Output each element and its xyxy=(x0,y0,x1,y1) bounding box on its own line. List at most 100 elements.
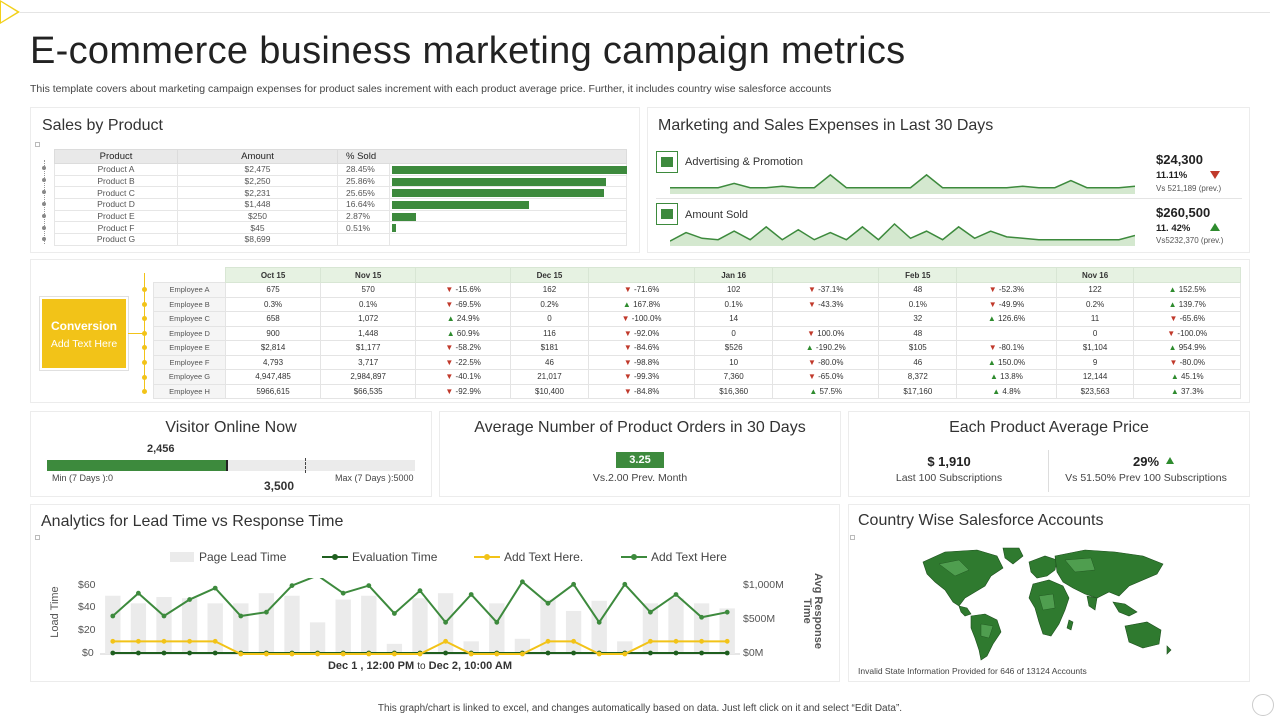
col-amount: Amount xyxy=(177,149,338,164)
corner-triangle-icon xyxy=(0,0,20,24)
series-point xyxy=(673,650,679,656)
value-cell: 162 xyxy=(510,282,589,298)
expenses-divider xyxy=(656,198,1242,199)
change-value: 167.8% xyxy=(633,299,661,309)
legend-label: Add Text Here. xyxy=(504,550,584,564)
legend-evaluation-time: Evaluation Time xyxy=(322,550,437,564)
change-cell: ▼ -71.6% xyxy=(587,282,696,298)
series-point xyxy=(571,650,576,656)
employee-row: Employee E $2,814 $1,177 ▼ -58.2% $181 ▼ -84.… xyxy=(153,340,1241,356)
avg-price-pct: 29% xyxy=(1133,454,1160,469)
country-note: Invalid State Information Provided for 6… xyxy=(858,666,1087,676)
advertising-value: $24,300 xyxy=(1156,152,1203,167)
sparkline-line xyxy=(670,222,1135,242)
amount-sold-value: $260,500 xyxy=(1156,205,1211,220)
series-point xyxy=(238,651,244,657)
value-cell: 0.1% xyxy=(320,296,417,312)
visitor-title: Visitor Online Now xyxy=(165,419,297,436)
series-point xyxy=(494,651,500,657)
change-value: 126.6% xyxy=(997,314,1026,324)
series-point xyxy=(622,581,628,587)
change-cell: ▲ 13.8% xyxy=(956,369,1057,385)
employee-name: Employee D xyxy=(153,325,226,341)
map-north-america xyxy=(922,549,1004,607)
value-cell: 4,947,485 xyxy=(224,369,322,385)
series-point xyxy=(443,638,448,644)
legend-swatch-yellow xyxy=(474,554,500,560)
page-title: E-commerce business marketing campaign m… xyxy=(30,30,906,72)
change-value: 4.8% xyxy=(1002,386,1021,396)
sales-row: Product E $250 2.87% xyxy=(54,209,627,223)
value-cell: 11 xyxy=(1055,311,1135,327)
value-cell: 32 xyxy=(878,311,958,327)
series-point xyxy=(212,585,218,591)
lead-time-bar xyxy=(309,622,326,654)
value-cell xyxy=(956,325,1057,341)
series-point xyxy=(724,650,730,656)
change-value: 100.0% xyxy=(817,328,845,338)
series-point xyxy=(724,638,730,644)
visitor-target-label: 3,500 xyxy=(264,479,295,493)
product-amount: $45 xyxy=(177,221,338,235)
map-central-america xyxy=(958,605,972,617)
y-left-tick: $0 xyxy=(82,647,94,659)
product-pct: 28.45% xyxy=(337,163,390,176)
series-point xyxy=(392,651,397,657)
map-region-light xyxy=(980,623,994,639)
col-employee xyxy=(153,267,226,283)
lead-time-bar xyxy=(105,595,121,654)
top-divider xyxy=(20,12,1270,13)
change-cell: ▲ 4.8% xyxy=(956,383,1057,399)
down-arrow-icon: ▼ xyxy=(445,357,456,367)
change-cell: ▼ -65.0% xyxy=(772,369,880,385)
change-value: -49.9% xyxy=(998,299,1025,309)
series-point xyxy=(596,651,602,657)
map-region-light xyxy=(1064,557,1096,573)
lead-time-bar xyxy=(130,603,147,654)
product-bar xyxy=(392,189,604,198)
employee-name: Employee F xyxy=(153,354,226,370)
value-cell: 102 xyxy=(694,282,774,298)
conversion-dot xyxy=(142,330,147,336)
value-cell: 0.2% xyxy=(1055,296,1135,312)
down-arrow-icon: ▼ xyxy=(807,372,819,382)
conversion-table: Oct 15 Nov 15 Dec 15 Jan 16 Feb 15 Nov 16 Emp… xyxy=(153,267,1241,399)
column-header: Jan 16 xyxy=(694,267,774,283)
tree-dot xyxy=(42,225,46,230)
value-cell: $23,563 xyxy=(1055,383,1135,399)
change-value: -69.5% xyxy=(455,299,481,309)
series-point xyxy=(545,600,551,606)
change-cell: ▼ -92.0% xyxy=(587,325,696,341)
map-asia xyxy=(1054,549,1164,599)
product-name: Product B xyxy=(54,174,178,188)
up-arrow-icon: ▲ xyxy=(1168,285,1179,295)
legend-label: Evaluation Time xyxy=(352,550,438,564)
sales-row: Product D $1,448 16.64% xyxy=(54,198,627,211)
tree-dot xyxy=(42,213,46,218)
series-point xyxy=(468,651,474,657)
lead-time-bar xyxy=(514,638,531,654)
legend-add-text-green: Add Text Here xyxy=(621,550,727,564)
series-point xyxy=(571,581,576,587)
value-cell: 0.1% xyxy=(878,296,958,312)
map-region-light xyxy=(938,559,970,577)
value-cell: 7,360 xyxy=(694,369,774,385)
down-arrow-icon: ▼ xyxy=(1169,314,1180,324)
advertising-pct: 11.11% xyxy=(1156,170,1188,181)
legend-swatch-green xyxy=(621,554,647,560)
series-point xyxy=(673,592,679,597)
lead-time-bar xyxy=(386,643,403,654)
sparkline-line xyxy=(670,173,1135,189)
y-right-axis-label: Avg Response Time xyxy=(801,572,824,649)
value-cell: 48 xyxy=(878,282,958,298)
change-cell: ▼ -40.1% xyxy=(415,369,512,385)
change-cell: ▲ 37.3% xyxy=(1133,383,1241,399)
lead-time-bar xyxy=(181,598,198,654)
product-name: Product C xyxy=(54,186,178,200)
series-point xyxy=(340,651,346,657)
x-label-start: Dec 1 , 12:00 PM xyxy=(327,660,415,672)
column-header xyxy=(772,267,880,283)
product-name: Product D xyxy=(54,198,178,211)
column-header: Nov 15 xyxy=(320,267,417,283)
change-cell: ▲ 954.9% xyxy=(1133,340,1241,356)
